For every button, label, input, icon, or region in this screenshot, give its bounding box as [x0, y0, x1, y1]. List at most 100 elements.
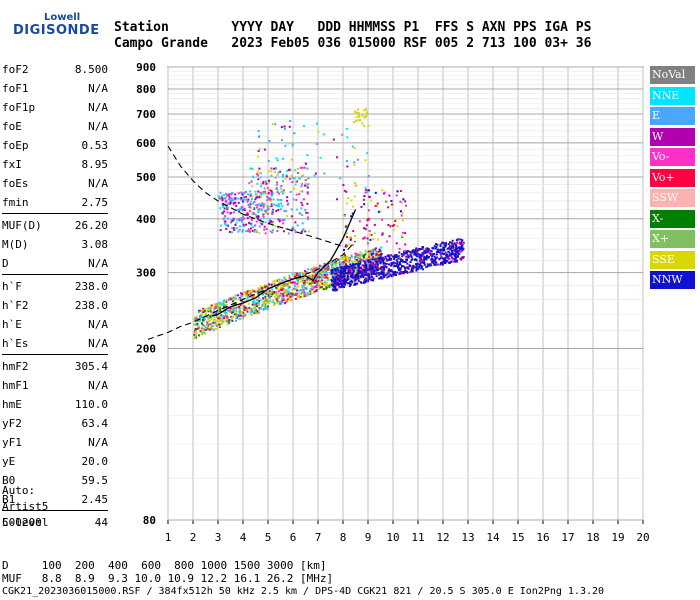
echo-point — [251, 198, 253, 200]
echo-point — [198, 334, 200, 336]
echo-point — [228, 319, 230, 321]
echo-point — [269, 300, 271, 302]
echo-point — [349, 264, 351, 266]
echo-point — [258, 203, 260, 205]
echo-point — [282, 222, 284, 224]
echo-point — [303, 125, 305, 127]
echo-point — [395, 219, 397, 221]
echo-point — [433, 253, 435, 255]
echo-point — [422, 248, 424, 250]
echo-point — [281, 139, 283, 141]
echo-point — [407, 256, 409, 258]
echo-point — [223, 317, 225, 319]
echo-point — [279, 301, 281, 303]
echo-point — [308, 230, 310, 232]
echo-point — [269, 290, 271, 292]
echo-point — [271, 231, 273, 233]
echo-point — [241, 231, 243, 233]
legend-item-ssw: SSW — [650, 189, 695, 207]
echo-point — [269, 218, 271, 220]
echo-point — [333, 262, 335, 264]
echo-point — [276, 230, 278, 232]
echo-point — [297, 168, 299, 170]
echo-point — [365, 108, 367, 110]
echo-point — [205, 329, 207, 331]
echo-point — [242, 224, 244, 226]
echo-point — [215, 316, 217, 318]
echo-point — [296, 293, 298, 295]
echo-point — [289, 120, 291, 122]
echo-point — [401, 253, 403, 255]
echo-point — [354, 110, 356, 112]
echo-point — [403, 271, 405, 273]
echo-point — [216, 328, 218, 330]
echo-point — [397, 225, 399, 227]
echo-point — [302, 292, 304, 294]
echo-point — [363, 109, 365, 111]
echo-point — [318, 283, 320, 285]
echo-point — [348, 267, 350, 269]
echo-point — [323, 283, 325, 285]
echo-point — [307, 216, 309, 218]
echo-point — [260, 285, 262, 287]
echo-point — [260, 185, 262, 187]
y-tick-label: 900 — [136, 61, 156, 74]
echo-point — [272, 299, 274, 301]
echo-point — [361, 282, 363, 284]
echo-point — [354, 195, 356, 197]
echo-point — [250, 201, 252, 203]
echo-point — [398, 251, 400, 253]
echo-point — [461, 243, 463, 245]
echo-point — [343, 258, 345, 260]
echo-point — [283, 210, 285, 212]
echo-point — [286, 176, 288, 178]
echo-point — [220, 320, 222, 322]
echo-point — [203, 320, 205, 322]
echo-point — [455, 251, 457, 253]
echo-point — [398, 255, 400, 257]
echo-point — [294, 178, 296, 180]
echo-point — [304, 292, 306, 294]
echo-point — [277, 172, 279, 174]
echo-point — [394, 265, 396, 267]
echo-point — [303, 272, 305, 274]
echo-point — [424, 264, 426, 266]
echo-point — [365, 189, 367, 191]
echo-point — [416, 255, 418, 257]
echo-point — [286, 294, 288, 296]
echo-point — [228, 202, 230, 204]
echo-point — [227, 321, 229, 323]
x-tick-label: 8 — [340, 531, 347, 544]
echo-point — [321, 279, 323, 281]
echo-point — [331, 280, 333, 282]
echo-point — [409, 251, 411, 253]
echo-point — [247, 297, 249, 299]
echo-point — [377, 239, 379, 241]
echo-point — [297, 224, 299, 226]
echo-point — [416, 264, 418, 266]
echo-point — [225, 228, 227, 230]
echo-point — [251, 181, 253, 183]
echo-point — [340, 279, 342, 281]
echo-point — [310, 288, 312, 290]
echo-point — [310, 293, 312, 295]
echo-point — [201, 333, 203, 335]
echo-point — [301, 185, 303, 187]
echo-point — [369, 266, 371, 268]
echo-point — [369, 239, 371, 241]
echo-point — [252, 176, 254, 178]
echo-point — [308, 275, 310, 277]
echo-point — [334, 278, 336, 280]
echo-point — [367, 269, 369, 271]
echo-point — [363, 282, 365, 284]
echo-point — [293, 198, 295, 200]
echo-point — [332, 284, 334, 286]
echo-point — [270, 284, 272, 286]
echo-point — [210, 308, 212, 310]
echo-point — [381, 234, 383, 236]
echo-point — [362, 275, 364, 277]
echo-point — [251, 314, 253, 316]
echo-point — [307, 281, 309, 283]
echo-point — [239, 219, 241, 221]
echo-point — [364, 261, 366, 263]
